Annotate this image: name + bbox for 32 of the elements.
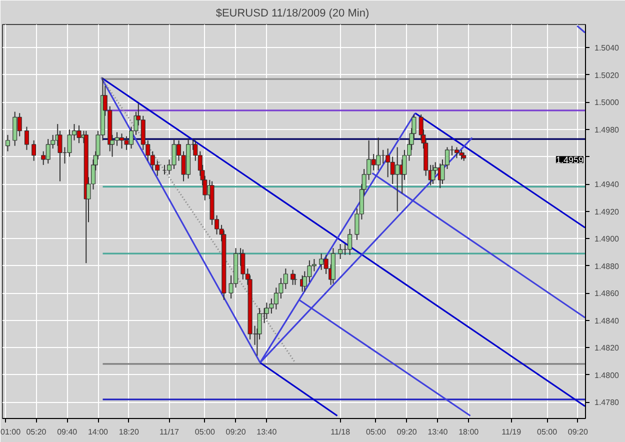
x-tick-label: 09:20	[568, 428, 588, 436]
x-tick-label: 14:00	[88, 428, 109, 436]
annotation: 1.4959	[556, 155, 584, 166]
y-tick-label: 1.4840	[594, 316, 620, 326]
x-tick-label: 11/17	[160, 428, 180, 436]
y-tick-label: 1.4980	[594, 125, 620, 134]
chart-title: $EURUSD 11/18/2009 (20 Min)	[216, 8, 370, 20]
y-tick-label: 1.4820	[594, 344, 620, 353]
y-tick-label: 1.5000	[594, 98, 620, 108]
y-tick-label: 1.4880	[594, 262, 620, 271]
y-tick-label: 1.4900	[594, 234, 620, 244]
x-tick-label: 09:20	[226, 428, 246, 436]
x-tick-label: 05:00	[537, 428, 558, 436]
y-tick-label: 1.4800	[594, 370, 620, 380]
x-tick-label: 05:00	[194, 428, 216, 436]
x-tick-label: 18:20	[118, 428, 140, 436]
y-tick-label: 1.4780	[594, 398, 620, 408]
x-tick-label: 09:40	[57, 428, 78, 436]
y-tick-label: 1.5020	[594, 70, 620, 80]
y-tick-label: 1.5040	[594, 44, 620, 53]
x-tick-label: 05:20	[26, 428, 47, 436]
x-tick-label: 13:40	[428, 428, 448, 436]
x-tick-label: 11/19	[502, 428, 522, 436]
x-tick-label: 18:00	[458, 428, 480, 436]
x-tick-label: 01:00	[0, 428, 22, 436]
x-tick-label: 09:20	[396, 428, 418, 436]
x-tick-label: 11/18	[330, 428, 351, 436]
x-tick-label: 13:40	[256, 428, 278, 436]
y-tick-label: 1.4940	[594, 180, 620, 190]
x-tick-label: 05:00	[366, 428, 387, 436]
y-tick-label: 1.4920	[594, 207, 620, 216]
y-tick-label: 1.4860	[594, 289, 620, 298]
